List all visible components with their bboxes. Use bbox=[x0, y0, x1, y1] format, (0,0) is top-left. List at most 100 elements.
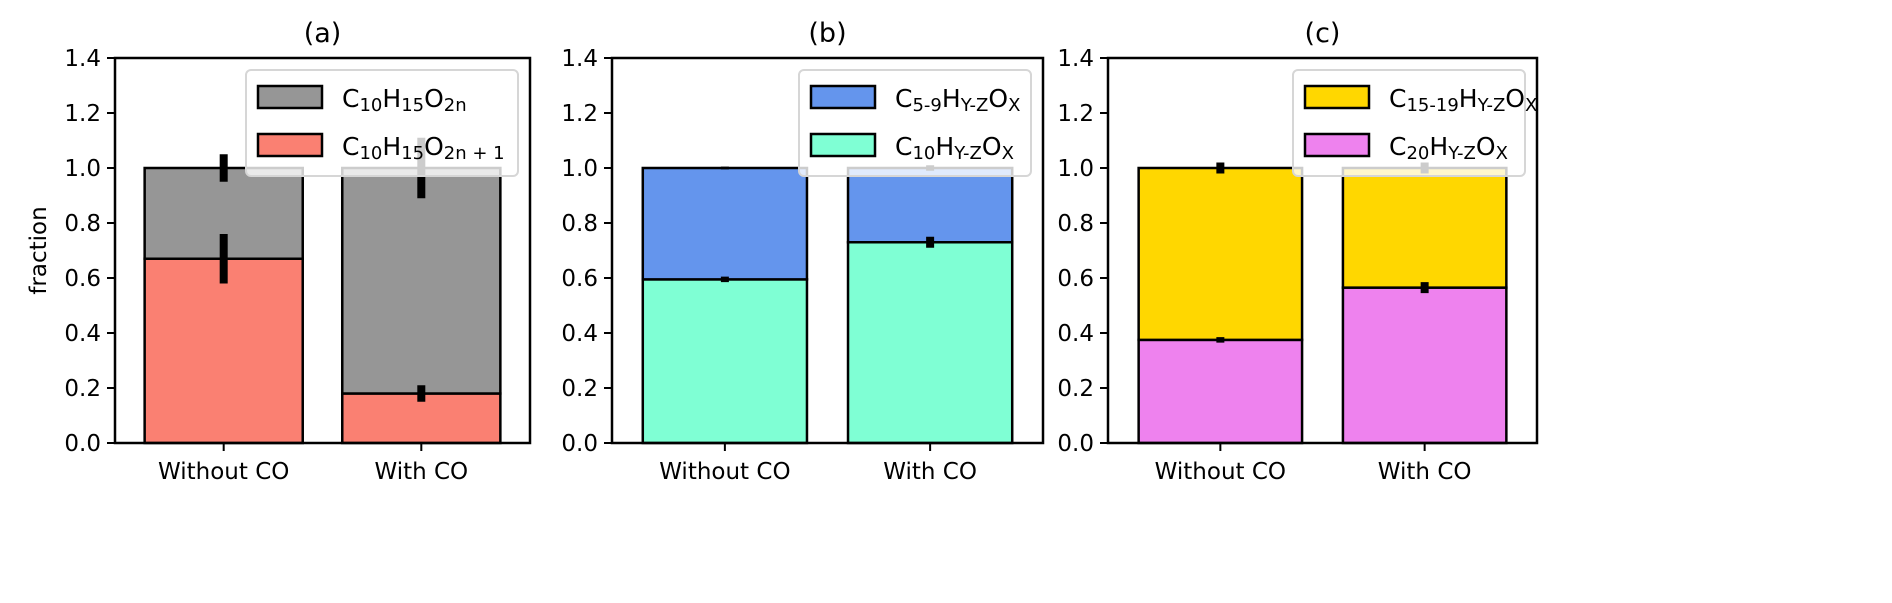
legend-label-part: 20 bbox=[1406, 143, 1429, 164]
legend-label-part: X bbox=[1002, 143, 1014, 164]
y-tick-label: 1.4 bbox=[1057, 46, 1094, 72]
legend-label-part: O bbox=[424, 84, 444, 113]
legend-label-part: 5-9 bbox=[912, 95, 941, 116]
subplot-a: 0.0 0.2 0.4 0.6 0.8 1.0 1.2 1.4 Without CO With C… bbox=[26, 18, 532, 485]
bar-segment bbox=[641, 166, 809, 281]
y-tick-label: 1.4 bbox=[561, 46, 598, 72]
legend-label: C15-19HY-ZOX bbox=[1389, 84, 1537, 116]
y-tick-label: 1.2 bbox=[64, 101, 101, 127]
y-tick-label: 1.2 bbox=[1057, 101, 1094, 127]
legend-label-part: O bbox=[988, 84, 1008, 113]
y-tick-label: 0.0 bbox=[64, 431, 101, 457]
bar-segment bbox=[1341, 286, 1508, 445]
bar-segment bbox=[341, 166, 502, 395]
legend-label: C10H15O2n bbox=[342, 84, 467, 116]
subplot-title: (a) bbox=[304, 18, 342, 49]
legend-swatch bbox=[1303, 84, 1371, 110]
legend-label-part: 15 bbox=[401, 143, 424, 164]
legend-label: C10H15O2n + 1 bbox=[342, 132, 505, 164]
legend-label-part: 15 bbox=[401, 95, 424, 116]
x-tick-label: Without CO bbox=[1155, 459, 1286, 485]
y-tick-label: 1.0 bbox=[561, 156, 598, 182]
x-tick-label: With CO bbox=[1378, 459, 1472, 485]
legend-swatch bbox=[809, 132, 877, 158]
legend-label-part: O bbox=[1505, 84, 1525, 113]
legend-label: C10HY-ZOX bbox=[895, 132, 1014, 164]
x-tick-label: With CO bbox=[883, 459, 977, 485]
legend-swatch bbox=[809, 84, 877, 110]
y-tick-label: 1.4 bbox=[64, 46, 101, 72]
y-axis-label: fraction bbox=[26, 206, 52, 294]
legend-label-part: O bbox=[424, 132, 444, 161]
bar-segment bbox=[846, 166, 1014, 244]
legend-label-part: 2n + 1 bbox=[444, 143, 505, 164]
legend-label-part: O bbox=[1476, 132, 1496, 161]
y-tick-label: 0.0 bbox=[1057, 431, 1094, 457]
legend-swatch bbox=[256, 84, 324, 110]
y-tick-label: 0.8 bbox=[561, 211, 598, 237]
y-tick-label: 1.0 bbox=[1057, 156, 1094, 182]
legend-label-part: Y-Z bbox=[1447, 143, 1476, 164]
legend-label-part: X bbox=[1008, 95, 1020, 116]
axes-frame bbox=[1106, 56, 1539, 445]
bar-segment bbox=[1341, 166, 1508, 289]
axes-frame bbox=[610, 56, 1045, 445]
x-tick-label: Without CO bbox=[659, 459, 790, 485]
x-tick-label: Without CO bbox=[158, 459, 289, 485]
y-tick-label: 1.2 bbox=[561, 101, 598, 127]
legend-label-part: O bbox=[982, 132, 1002, 161]
legend-label-part: C bbox=[1389, 132, 1406, 161]
y-tick-label: 0.6 bbox=[561, 266, 598, 292]
y-tick-label: 0.6 bbox=[64, 266, 101, 292]
bar-segment bbox=[143, 257, 304, 445]
subplot-c: 0.0 0.2 0.4 0.6 0.8 1.0 1.2 1.4 Without CO With C… bbox=[1057, 18, 1539, 485]
legend-label-part: H bbox=[1429, 132, 1448, 161]
bar-segment bbox=[1137, 338, 1304, 445]
legend-label-part: 10 bbox=[359, 95, 382, 116]
legend-label-part: 15-19 bbox=[1406, 95, 1458, 116]
y-tick-label: 0.2 bbox=[561, 376, 598, 402]
legend-label-part: C bbox=[895, 132, 912, 161]
legend-label-part: Y-Z bbox=[960, 95, 989, 116]
y-tick-label: 0.2 bbox=[64, 376, 101, 402]
y-tick-label: 0.8 bbox=[1057, 211, 1094, 237]
y-tick-label: 1.0 bbox=[64, 156, 101, 182]
legend-label-part: 10 bbox=[912, 143, 935, 164]
y-tick-label: 0.2 bbox=[1057, 376, 1094, 402]
legend-label-part: X bbox=[1525, 95, 1537, 116]
bar-segment bbox=[846, 241, 1014, 445]
legend-label-part: H bbox=[1459, 84, 1478, 113]
legend-label: C5-9HY-ZOX bbox=[895, 84, 1020, 116]
y-tick-label: 0.4 bbox=[1057, 321, 1094, 347]
y-tick-label: 0.4 bbox=[561, 321, 598, 347]
legend-label-part: C bbox=[1389, 84, 1406, 113]
legend-label-part: X bbox=[1496, 143, 1508, 164]
y-tick-label: 0.6 bbox=[1057, 266, 1094, 292]
y-tick-label: 0.8 bbox=[64, 211, 101, 237]
bar-segment bbox=[1137, 166, 1304, 342]
x-tick-label: With CO bbox=[374, 459, 468, 485]
bar-segment bbox=[641, 278, 809, 445]
y-tick-label: 0.4 bbox=[64, 321, 101, 347]
legend-swatch bbox=[256, 132, 324, 158]
subplot-title: (b) bbox=[808, 18, 846, 49]
legend-label: C20HY-ZOX bbox=[1389, 132, 1508, 164]
legend-label-part: C bbox=[895, 84, 912, 113]
legend-label-part: Y-Z bbox=[953, 143, 982, 164]
legend-label-part: H bbox=[942, 84, 961, 113]
legend-label-part: C bbox=[342, 132, 359, 161]
legend-label-part: 2n bbox=[444, 95, 467, 116]
legend-label-part: Y-Z bbox=[1477, 95, 1506, 116]
legend-label-part: 10 bbox=[359, 143, 382, 164]
legend-label-part: C bbox=[342, 84, 359, 113]
subplot-title: (c) bbox=[1305, 18, 1341, 49]
legend-label-part: H bbox=[382, 84, 401, 113]
axes-frame bbox=[113, 56, 532, 445]
legend-label-part: H bbox=[935, 132, 954, 161]
y-tick-label: 0.0 bbox=[561, 431, 598, 457]
legend-label-part: H bbox=[382, 132, 401, 161]
